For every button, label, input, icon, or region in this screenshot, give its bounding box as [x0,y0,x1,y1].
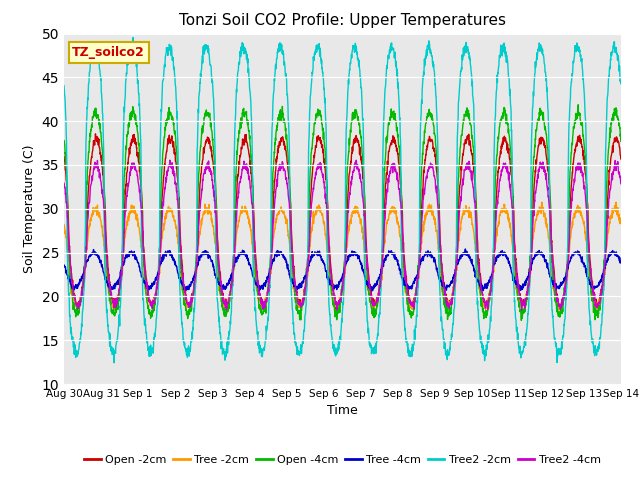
Tree -2cm [316,204,324,210]
Tree -4cm [617,258,625,264]
Title: Tonzi Soil CO2 Profile: Upper Temperatures: Tonzi Soil CO2 Profile: Upper Temperatur… [179,13,506,28]
X-axis label: Time: Time [327,405,358,418]
Tree -4cm [461,246,469,252]
Open -4cm [574,102,582,108]
Tree2 -4cm [601,260,609,265]
Line: Tree -4cm: Tree -4cm [64,249,621,291]
Tree -4cm [499,253,507,259]
Open -4cm [518,318,525,324]
Tree -4cm [602,263,609,268]
Tree2 -2cm [60,83,68,88]
Tree -2cm [60,222,68,228]
Tree -4cm [88,252,96,257]
Open -2cm [617,156,625,162]
Open -2cm [499,139,506,144]
Text: TZ_soilco2: TZ_soilco2 [72,46,145,59]
Tree -2cm [499,210,506,216]
Tree -2cm [601,270,609,276]
Line: Open -4cm: Open -4cm [64,105,621,321]
Line: Tree2 -2cm: Tree2 -2cm [64,37,621,363]
Open -4cm [331,310,339,316]
Tree -4cm [331,282,339,288]
Tree2 -4cm [316,160,324,166]
Open -2cm [60,153,68,159]
Open -2cm [602,253,609,259]
Tree2 -2cm [602,203,609,208]
Tree2 -2cm [332,348,339,353]
Tree -2cm [538,199,546,205]
Open -2cm [331,299,339,304]
Tree2 -4cm [499,165,507,171]
Open -2cm [92,131,99,137]
Open -4cm [601,248,609,254]
Tree2 -2cm [110,360,118,366]
Tree -2cm [617,219,625,225]
Legend: Open -2cm, Tree -2cm, Open -4cm, Tree -4cm, Tree2 -2cm, Tree2 -4cm: Open -2cm, Tree -2cm, Open -4cm, Tree -4… [80,451,605,469]
Y-axis label: Soil Temperature (C): Soil Temperature (C) [23,144,36,273]
Tree2 -2cm [88,50,96,56]
Tree2 -4cm [88,178,96,183]
Tree2 -2cm [317,51,324,57]
Tree2 -4cm [333,307,341,313]
Tree -4cm [369,288,376,294]
Line: Open -2cm: Open -2cm [64,134,621,309]
Tree -2cm [602,272,609,277]
Open -4cm [602,246,609,252]
Open -2cm [601,255,609,261]
Tree2 -2cm [617,81,625,86]
Tree -2cm [331,303,339,309]
Open -4cm [60,138,68,144]
Tree -2cm [88,212,96,218]
Tree2 -4cm [60,180,68,186]
Tree2 -4cm [602,257,609,263]
Tree -4cm [316,252,324,258]
Tree2 -2cm [499,49,507,55]
Open -4cm [316,108,324,114]
Line: Tree -2cm: Tree -2cm [64,202,621,310]
Open -2cm [593,306,601,312]
Tree2 -2cm [601,237,609,242]
Tree2 -4cm [331,297,339,302]
Open -2cm [88,149,96,155]
Open -2cm [316,135,324,141]
Open -4cm [88,114,96,120]
Tree -2cm [556,307,563,312]
Tree2 -4cm [166,157,173,163]
Tree2 -2cm [129,35,137,40]
Tree -4cm [601,266,609,272]
Tree2 -4cm [617,181,625,187]
Open -4cm [617,138,625,144]
Line: Tree2 -4cm: Tree2 -4cm [64,160,621,310]
Tree -4cm [60,262,68,268]
Open -4cm [499,114,506,120]
